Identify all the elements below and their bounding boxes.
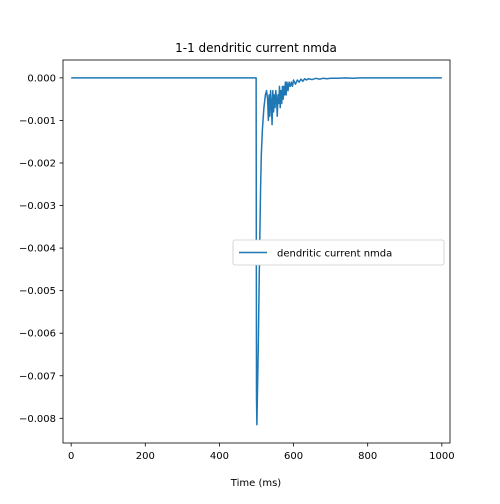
x-tick-label: 1000	[429, 451, 454, 462]
x-tick-label: 600	[284, 451, 303, 462]
x-axis-label: Time (ms)	[230, 478, 282, 489]
x-tick-label: 800	[358, 451, 377, 462]
series-line-0	[71, 77, 442, 426]
y-tick-label: −0.006	[19, 329, 56, 340]
y-axis-ticks: 0.000 −0.001 −0.002 −0.003 −0.004 −0.005 −0.00…	[19, 73, 63, 425]
y-tick-label: −0.007	[19, 371, 56, 382]
y-tick-label: −0.005	[19, 286, 56, 297]
x-tick-label: 200	[136, 451, 155, 462]
legend: dendritic current nmda	[232, 239, 445, 266]
y-tick-label: −0.001	[19, 116, 56, 127]
y-tick-label: −0.003	[19, 201, 56, 212]
legend-box	[232, 239, 445, 266]
y-tick-label: −0.002	[19, 158, 56, 169]
legend-label: dendritic current nmda	[277, 249, 392, 260]
y-tick-label: −0.004	[19, 244, 56, 255]
plot-area	[71, 77, 442, 426]
x-tick-label: 0	[68, 451, 74, 462]
axes-frame	[62, 59, 451, 444]
x-tick-label: 400	[210, 451, 229, 462]
x-axis-ticks: 0 200 400 600 800 1000	[68, 443, 455, 462]
y-tick-label: −0.008	[19, 414, 56, 425]
y-tick-label: 0.000	[27, 73, 56, 84]
chart-title: 1-1 dendritic current nmda	[175, 41, 337, 55]
